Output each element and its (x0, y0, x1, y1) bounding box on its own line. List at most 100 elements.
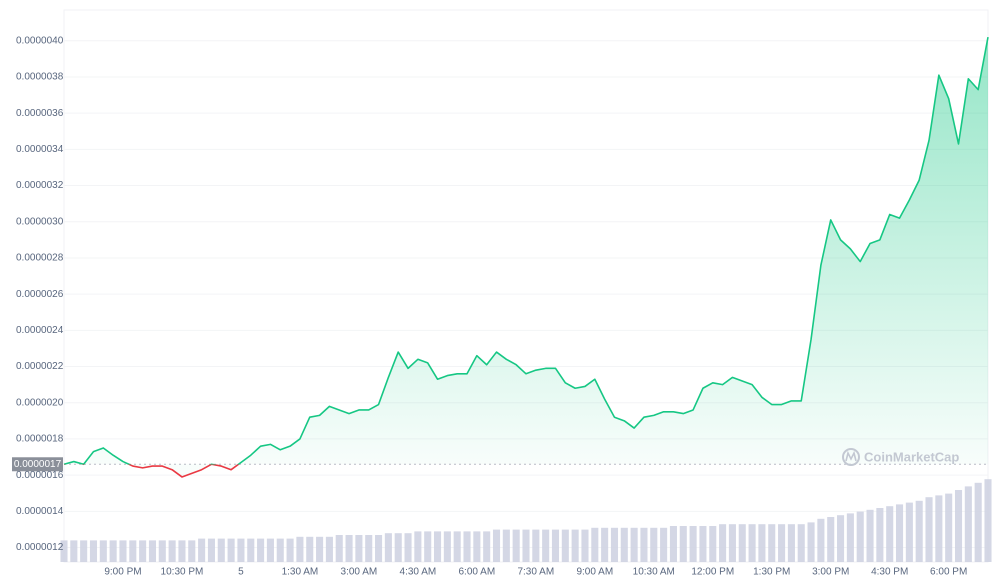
volume-bar (512, 529, 520, 562)
volume-bar (699, 526, 707, 562)
y-tick-label: 0.0000018 (16, 434, 64, 445)
volume-bar (669, 526, 677, 562)
volume-bar (846, 513, 854, 562)
volume-bar (237, 538, 245, 562)
volume-bar (768, 524, 776, 562)
volume-bar (168, 540, 176, 562)
volume-bar (915, 500, 923, 562)
volume-bar (738, 524, 746, 562)
volume-bar (375, 535, 383, 562)
volume-bar (561, 529, 569, 562)
volume-bar (424, 531, 432, 562)
volume-bar (945, 493, 953, 562)
volume-bar (483, 531, 491, 562)
volume-bar (797, 524, 805, 562)
watermark: CoinMarketCap (842, 448, 959, 466)
volume-bar (630, 527, 638, 562)
volume-bar (954, 490, 963, 562)
volume-bar (571, 529, 579, 562)
volume-bar (876, 508, 884, 562)
x-tick-label: 4:30 AM (400, 567, 437, 578)
y-tick-label: 0.0000024 (16, 325, 64, 336)
baseline-label-box (12, 457, 63, 472)
x-tick-label: 7:30 AM (517, 567, 554, 578)
x-tick-label: 9:00 PM (104, 567, 141, 578)
volume-bar (80, 540, 88, 562)
volume-bar (70, 540, 78, 562)
volume-bar (129, 540, 137, 562)
volume-bar (119, 540, 127, 562)
y-tick-label: 0.0000022 (16, 361, 64, 372)
volume-bar (394, 533, 402, 562)
volume-bar (817, 518, 825, 562)
x-tick-label: 1:30 PM (753, 567, 790, 578)
volume-bar (355, 535, 363, 562)
volume-bar (365, 535, 373, 562)
volume-bar (925, 497, 933, 562)
volume-bar (89, 540, 98, 562)
volume-bar (266, 538, 274, 562)
y-tick-label: 0.0000028 (16, 253, 64, 264)
volume-bar (335, 535, 343, 562)
volume-bar (433, 531, 442, 562)
volume-bar (640, 527, 648, 562)
volume-bar (660, 527, 668, 562)
volume-bar (689, 526, 697, 562)
volume-bar (296, 536, 304, 562)
volume-bar (856, 511, 864, 562)
volume-bar (610, 527, 619, 562)
price-area (64, 37, 988, 477)
volume-bar (178, 540, 186, 562)
volume-bar (158, 540, 166, 562)
baseline-label: 0.0000017 (14, 459, 62, 470)
volume-bar (502, 529, 510, 562)
volume-bar (650, 527, 658, 562)
volume-bar (316, 536, 324, 562)
volume-bar (551, 529, 560, 562)
y-tick-label: 0.0000040 (16, 35, 64, 46)
watermark-logo-mark (845, 450, 857, 462)
y-tick-label: 0.0000034 (16, 144, 64, 155)
y-tick-label: 0.0000036 (16, 108, 64, 119)
volume-bar (679, 526, 687, 562)
volume-bar (60, 540, 68, 562)
volume-bar (935, 495, 943, 562)
volume-bar (807, 522, 815, 562)
volume-bar (895, 504, 904, 562)
x-tick-label: 3:00 AM (341, 567, 378, 578)
volume-bar (542, 529, 550, 562)
y-tick-label: 0.0000038 (16, 72, 64, 83)
volume-bar (227, 538, 235, 562)
volume-bar (787, 524, 795, 562)
volume-bar (837, 515, 845, 562)
volume-bar (473, 531, 481, 562)
volume-bar (492, 529, 501, 562)
volume-bar (414, 531, 422, 562)
volume-bar (601, 527, 609, 562)
volume-bar (109, 540, 117, 562)
y-tick-label: 0.0000032 (16, 180, 64, 191)
volume-bar (905, 502, 913, 562)
y-tick-label: 0.0000012 (16, 542, 64, 553)
volume-bar (217, 538, 225, 562)
watermark-logo (842, 448, 860, 466)
volume-bar (522, 529, 530, 562)
y-tick-label: 0.0000016 (16, 470, 64, 481)
volume-bar (453, 531, 461, 562)
volume-bar (325, 536, 333, 562)
volume-bar (709, 526, 717, 562)
volume-bar (207, 538, 215, 562)
volume-bar (984, 479, 992, 562)
x-tick-label: 6:00 PM (930, 567, 967, 578)
volume-bar (748, 524, 756, 562)
volume-bar (198, 538, 206, 562)
volume-bar (886, 506, 894, 562)
volume-bar (719, 524, 727, 562)
volume-bar (620, 527, 628, 562)
volume-bar (827, 517, 835, 562)
volume-bar (247, 538, 255, 562)
y-tick-label: 0.0000020 (16, 397, 64, 408)
volume-bar (758, 524, 766, 562)
x-tick-label: 6:00 AM (458, 567, 495, 578)
